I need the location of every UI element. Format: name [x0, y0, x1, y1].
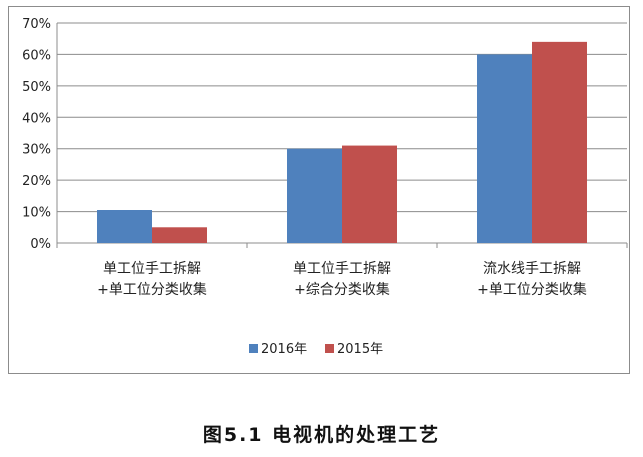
legend-label: 2015年 — [337, 342, 383, 357]
bar — [477, 54, 532, 243]
x-tick-label: 流水线手工拆解 — [483, 261, 581, 277]
chart-frame: 0% 10% 20% 30% 40% 50% 60% 70% 单工位手工拆解 +单工位分类收集 单工… — [8, 6, 630, 374]
x-tick-label: +单工位分类收集 — [97, 281, 207, 298]
y-tick-label: 0% — [30, 237, 51, 252]
bar — [342, 145, 397, 243]
x-tick-label: +单工位分类收集 — [477, 281, 587, 298]
bar — [287, 148, 342, 243]
x-tick-label: +综合分类收集 — [294, 281, 390, 298]
y-tick-label: 30% — [22, 143, 51, 158]
x-tick-label: 单工位手工拆解 — [293, 261, 391, 277]
x-tick-label: 单工位手工拆解 — [103, 261, 201, 277]
figure-caption: 图5.1 电视机的处理工艺 — [202, 424, 441, 446]
y-tick-label: 50% — [22, 80, 51, 95]
y-tick-label: 60% — [22, 48, 51, 63]
legend-label: 2016年 — [261, 342, 307, 357]
bar — [152, 227, 207, 243]
y-tick-label: 70% — [22, 17, 51, 32]
bar — [97, 210, 152, 243]
y-tick-label: 40% — [22, 111, 51, 126]
legend-swatch — [325, 344, 334, 353]
legend-swatch — [249, 344, 258, 353]
bar — [532, 41, 587, 243]
bar-chart: 0%10%20%30%40%50%60%70%单工位手工拆解+单工位分类收集单工… — [22, 17, 628, 357]
y-tick-label: 10% — [22, 206, 51, 221]
y-tick-label: 20% — [22, 174, 51, 189]
